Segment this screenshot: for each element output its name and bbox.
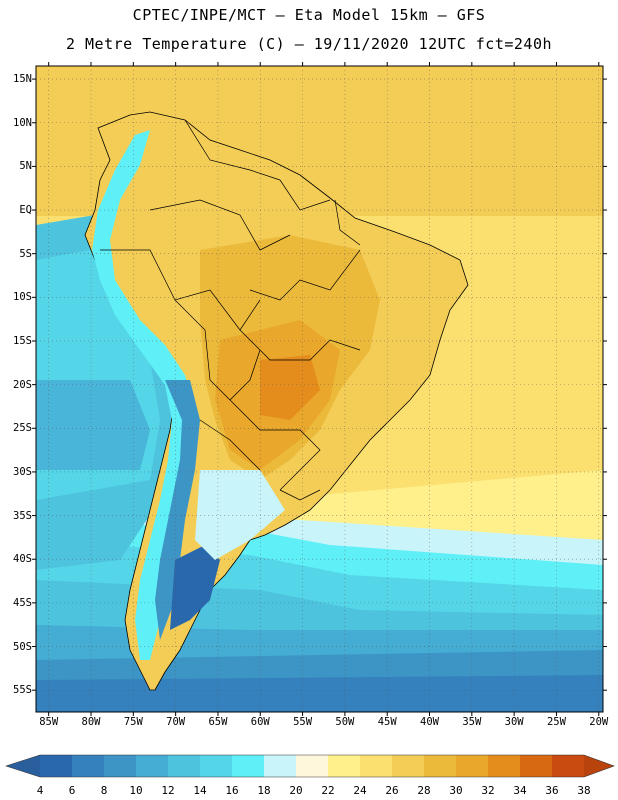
colorbar-segment (72, 755, 105, 777)
lat-label: 10S (13, 291, 32, 304)
colorbar-label: 22 (321, 784, 335, 797)
colorbar-label: 6 (68, 784, 76, 797)
colorbar-segment (136, 755, 169, 777)
colorbar-label: 36 (545, 784, 559, 797)
colorbar-label: 24 (353, 784, 367, 797)
lon-label: 75W (123, 716, 143, 728)
lon-label: 25W (546, 716, 566, 728)
colorbar (5, 754, 615, 778)
colorbar-segment (200, 755, 233, 777)
colorbar-label: 38 (577, 784, 591, 797)
colorbar-label: 26 (385, 784, 399, 797)
tropical-band-north (36, 66, 603, 106)
colorbar-outline (5, 754, 615, 778)
lat-label: 30S (13, 465, 32, 478)
interior-hottest-core (260, 355, 320, 420)
band-6-8 (36, 675, 603, 712)
south-cone-mild (195, 470, 285, 560)
colorbar-label: 34 (513, 784, 527, 797)
lon-label: 60W (250, 716, 270, 728)
colorbar-segment (168, 755, 201, 777)
colorbar-segment (232, 755, 265, 777)
colorbar-label: 30 (449, 784, 463, 797)
colorbar-segment (264, 755, 297, 777)
colorbar-label: 8 (100, 784, 108, 797)
colorbar-segment (360, 755, 393, 777)
colorbar-label: 18 (257, 784, 271, 797)
lat-label: 20S (13, 378, 32, 391)
lat-label: 10N (13, 116, 32, 129)
lat-label: 5N (19, 160, 32, 173)
colorbar-label: 10 (129, 784, 143, 797)
lat-label: 25S (13, 422, 32, 435)
map-frame (35, 65, 604, 713)
lat-label: 55S (13, 684, 32, 697)
colorbar-segment (424, 755, 457, 777)
patagonia-cold (170, 545, 220, 630)
lon-label: 70W (166, 716, 186, 728)
lat-label: 50S (13, 640, 32, 653)
colorbar-segment (328, 755, 361, 777)
colorbar-label: 20 (289, 784, 303, 797)
map-title-line1: CPTEC/INPE/MCT – Eta Model 15km – GFS (132, 6, 486, 24)
lon-label: 55W (293, 716, 313, 728)
lon-label: 45W (377, 716, 397, 728)
lat-label: EQ (19, 204, 32, 217)
lon-label: 85W (39, 716, 59, 728)
colorbar-segment (488, 755, 521, 777)
graticule (36, 66, 603, 712)
lon-label: 30W (504, 716, 524, 728)
colorbar-min-arrow (6, 755, 40, 777)
colorbar-label: 12 (161, 784, 175, 797)
pacific-cool-core (36, 380, 150, 470)
lat-label: 40S (13, 553, 32, 566)
colorbar-label: 32 (481, 784, 495, 797)
colorbar-max-arrow (584, 755, 614, 777)
lon-label: 50W (335, 716, 355, 728)
lat-label: 45S (13, 596, 32, 609)
lon-label: 35W (462, 716, 482, 728)
lat-label: 35S (13, 509, 32, 522)
colorbar-label: 28 (417, 784, 431, 797)
lon-label: 65W (208, 716, 228, 728)
colorbar-label: 4 (36, 784, 44, 797)
lon-label: 80W (81, 716, 101, 728)
lat-label: 15S (13, 334, 32, 347)
colorbar-segment (392, 755, 425, 777)
colorbar-label: 14 (193, 784, 207, 797)
colorbar-segment (104, 755, 137, 777)
andes-cold-core (155, 380, 200, 640)
lon-label: 40W (420, 716, 439, 728)
axis-ticks (32, 62, 607, 716)
colorbar-segment (40, 755, 73, 777)
lon-label: 20W (589, 716, 609, 728)
colorbar-segment (456, 755, 489, 777)
colorbar-segment (552, 755, 585, 777)
country-borders (100, 119, 361, 501)
colorbar-segment (296, 755, 329, 777)
map-title-line2: 2 Metre Temperature (C) – 19/11/2020 12U… (65, 35, 553, 53)
caribbean-warm (36, 66, 120, 120)
colorbar-label: 16 (225, 784, 239, 797)
lat-label: 5S (19, 247, 32, 260)
colorbar-segment (520, 755, 553, 777)
lat-label: 15N (13, 73, 32, 86)
